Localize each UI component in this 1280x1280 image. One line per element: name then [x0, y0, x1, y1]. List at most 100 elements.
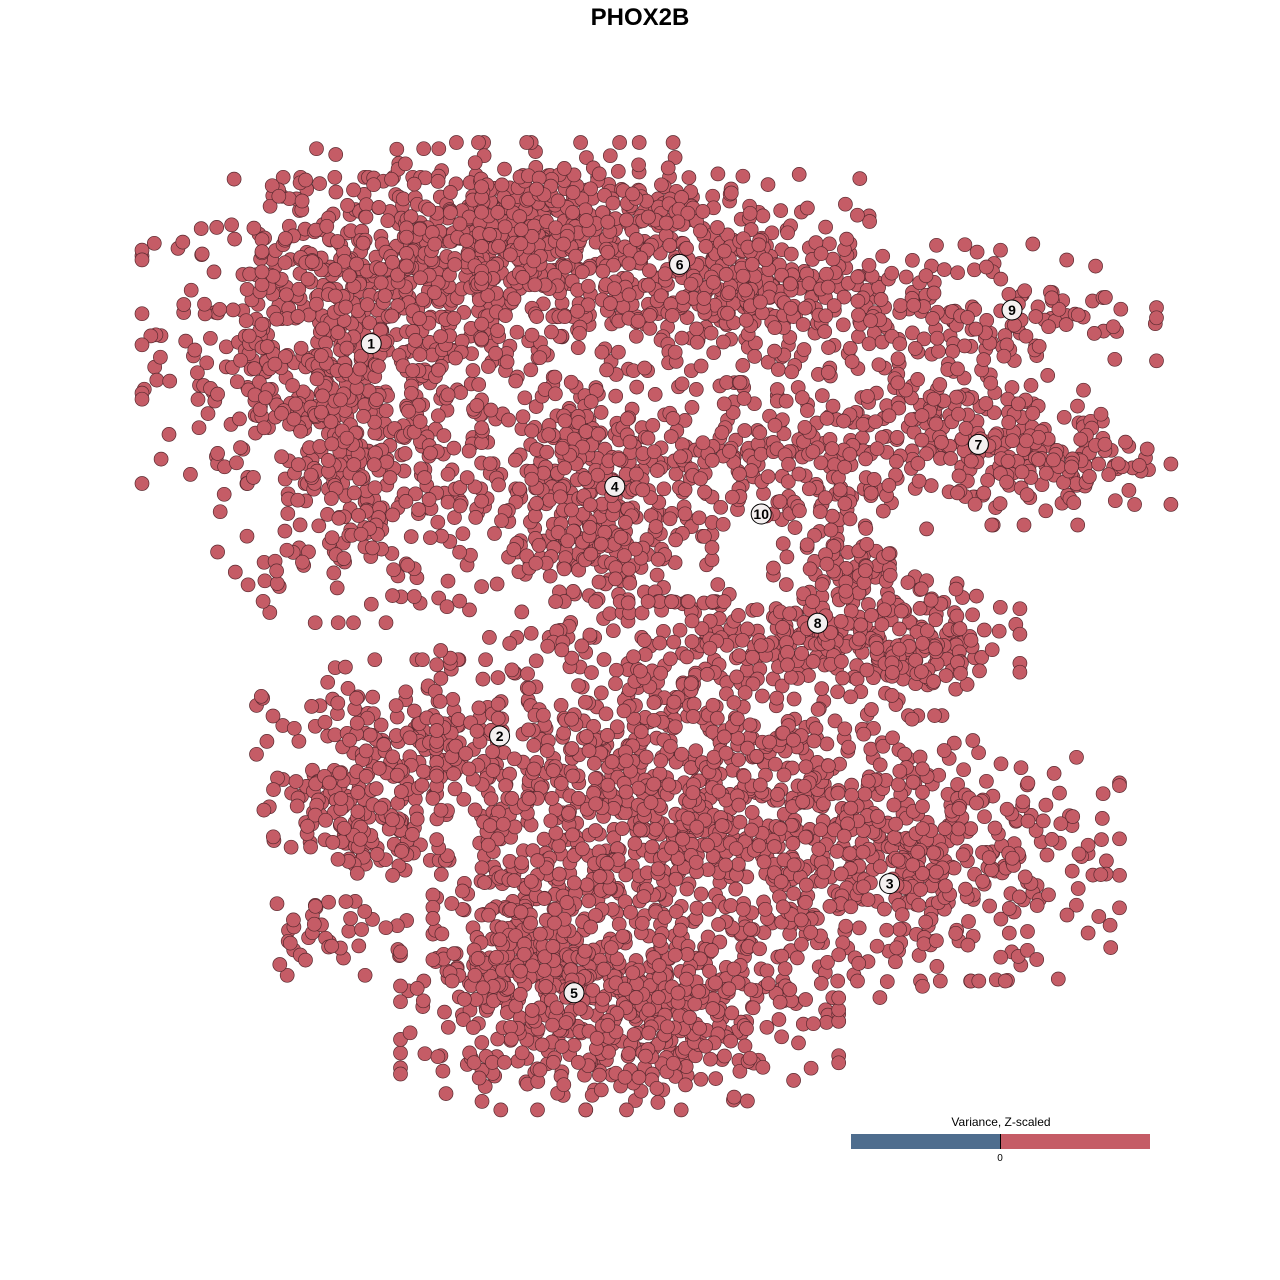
data-point — [936, 743, 952, 758]
data-point — [749, 749, 765, 764]
data-point — [572, 325, 587, 341]
data-point — [977, 809, 992, 825]
data-point — [693, 223, 708, 239]
data-point — [134, 391, 150, 407]
data-point — [801, 481, 817, 497]
data-point — [889, 940, 905, 956]
data-point — [984, 642, 1000, 658]
data-point — [706, 345, 722, 361]
data-point — [278, 231, 293, 246]
data-point — [357, 904, 373, 919]
data-point — [731, 648, 747, 663]
data-point — [430, 408, 446, 424]
data-point — [269, 563, 284, 579]
data-point — [742, 717, 758, 733]
data-point — [819, 556, 835, 572]
data-point — [605, 623, 621, 639]
data-point — [684, 613, 700, 629]
data-point — [304, 254, 320, 269]
data-point — [738, 282, 753, 298]
data-point — [629, 232, 644, 247]
data-point — [403, 529, 419, 544]
data-point — [265, 708, 281, 724]
data-point — [923, 592, 939, 608]
data-point — [369, 392, 384, 407]
data-point — [800, 200, 815, 216]
data-point — [889, 454, 904, 469]
data-point — [872, 859, 888, 875]
data-point — [735, 358, 751, 373]
data-point — [879, 974, 895, 989]
data-point — [259, 339, 275, 354]
data-point — [745, 649, 760, 665]
data-point — [948, 925, 964, 941]
data-point — [304, 699, 319, 714]
data-point — [371, 760, 387, 776]
data-point — [992, 599, 1008, 615]
data-point — [329, 580, 345, 596]
data-point — [938, 878, 953, 894]
data-point — [553, 489, 568, 505]
data-point — [474, 179, 489, 195]
data-point — [984, 517, 1000, 533]
data-point — [813, 822, 829, 838]
data-point — [1112, 900, 1127, 916]
data-point — [421, 492, 437, 507]
data-point — [512, 481, 527, 497]
data-point — [1058, 317, 1074, 332]
data-point — [853, 617, 869, 633]
data-point — [1082, 469, 1097, 484]
data-point — [565, 205, 580, 220]
data-point — [280, 506, 296, 521]
data-point — [351, 508, 366, 523]
data-point — [894, 907, 910, 923]
data-point — [591, 574, 607, 590]
data-point — [881, 546, 897, 562]
data-point — [500, 195, 516, 210]
data-point — [838, 583, 854, 599]
data-point — [967, 262, 982, 278]
data-point — [338, 299, 354, 315]
data-point — [1001, 925, 1017, 941]
data-point — [583, 181, 598, 197]
data-point — [776, 767, 792, 783]
data-point — [474, 239, 489, 254]
data-point — [805, 444, 821, 460]
data-point — [338, 894, 354, 909]
data-point — [706, 274, 721, 290]
data-point — [580, 278, 596, 294]
data-point — [720, 305, 735, 321]
data-point — [993, 756, 1009, 772]
data-point — [452, 544, 467, 560]
data-point — [662, 511, 678, 527]
data-point — [770, 787, 785, 802]
data-point — [324, 530, 340, 546]
data-point — [814, 577, 830, 592]
data-point — [485, 744, 500, 760]
data-point — [1004, 850, 1020, 866]
data-point — [737, 423, 753, 438]
data-point — [673, 449, 688, 465]
data-point — [780, 225, 795, 241]
data-point — [736, 391, 752, 406]
data-point — [873, 292, 889, 307]
data-point — [570, 303, 585, 319]
data-point — [385, 254, 400, 270]
data-point — [958, 881, 973, 897]
data-point — [398, 494, 414, 509]
data-point — [386, 562, 401, 578]
data-point — [308, 898, 323, 914]
data-point — [971, 973, 987, 989]
data-point — [206, 264, 222, 280]
data-point — [239, 528, 255, 544]
data-point — [557, 309, 573, 325]
data-point — [421, 201, 437, 217]
data-point — [963, 453, 979, 469]
data-point — [661, 777, 677, 793]
data-point — [1041, 887, 1056, 903]
data-point — [224, 217, 239, 233]
data-point — [290, 309, 306, 324]
data-point — [1012, 601, 1028, 617]
data-point — [447, 781, 463, 797]
data-point — [787, 520, 803, 535]
